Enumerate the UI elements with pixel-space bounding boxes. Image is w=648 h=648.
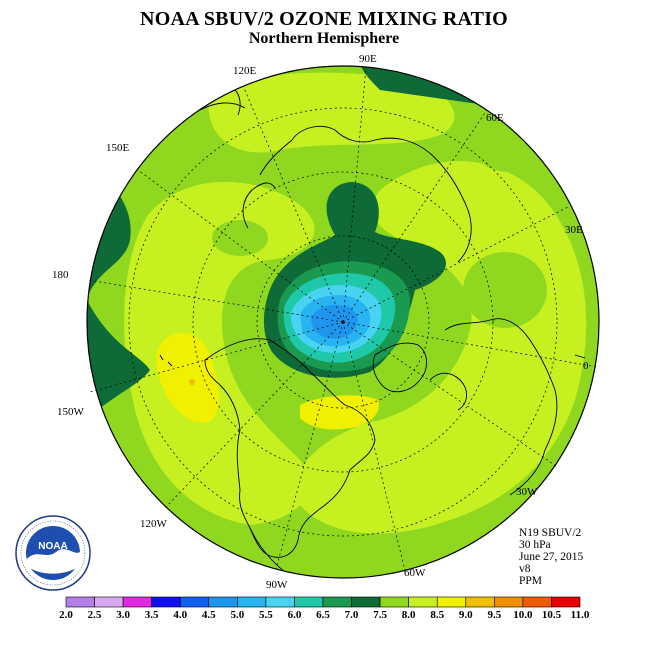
colorbar-swatch xyxy=(237,596,267,608)
colorbar-swatch xyxy=(65,596,95,608)
lon-label-0: 0 xyxy=(583,360,589,372)
colorbar-label: 7.5 xyxy=(373,609,387,621)
info-version: v8 xyxy=(519,563,531,575)
colorbar-swatch xyxy=(465,596,495,608)
colorbar-label: 3.0 xyxy=(116,609,130,621)
colorbar-swatch xyxy=(379,596,409,608)
lon-label-60w: 60W xyxy=(404,567,426,579)
coastlines xyxy=(159,89,586,578)
map-subtitle: Northern Hemisphere xyxy=(248,30,400,47)
colorbar-swatch xyxy=(94,596,124,608)
colorbar-swatch xyxy=(351,596,381,608)
colorbar-label: 4.0 xyxy=(173,609,187,621)
lon-label-150w: 150W xyxy=(57,406,85,418)
colorbar-label: 8.5 xyxy=(430,609,444,621)
colorbar-label: 8.0 xyxy=(402,609,416,621)
colorbar-swatch xyxy=(265,596,295,608)
colorbar-swatch xyxy=(522,596,552,608)
colorbar-swatch xyxy=(151,596,181,608)
colorbar-label: 2.5 xyxy=(88,609,102,621)
colorbar-swatch xyxy=(294,596,324,608)
colorbar-label: 7.0 xyxy=(345,609,359,621)
colorbar-swatch xyxy=(408,596,438,608)
lon-label-30w: 30W xyxy=(516,486,538,498)
colorbar-label: 10.0 xyxy=(513,609,533,621)
colorbar: 2.0 2.5 3.0 3.5 4.0 4.5 5.0 5.5 6.0 6.5 7.0 7.5 8.0 8… xyxy=(59,596,590,621)
lon-label-120e: 120E xyxy=(233,65,257,77)
colorbar-label: 5.5 xyxy=(259,609,273,621)
info-date: June 27, 2015 xyxy=(519,551,584,563)
colorbar-swatch xyxy=(122,596,152,608)
colorbar-swatch xyxy=(494,596,524,608)
noaa-logo-text: NOAA xyxy=(38,541,67,552)
colorbar-swatch xyxy=(322,596,352,608)
colorbar-label: 6.0 xyxy=(288,609,302,621)
map-title: NOAA SBUV/2 OZONE MIXING RATIO xyxy=(140,8,508,30)
colorbar-label: 5.0 xyxy=(230,609,244,621)
colorbar-label: 9.0 xyxy=(459,609,473,621)
colorbar-label: 10.5 xyxy=(542,609,562,621)
lon-label-180: 180 xyxy=(52,269,69,281)
map-boundary xyxy=(86,65,600,579)
lon-label-90e: 90E xyxy=(359,53,377,65)
colorbar-label: 4.5 xyxy=(202,609,216,621)
lon-label-120w: 120W xyxy=(140,518,168,530)
info-units: PPM xyxy=(519,575,543,587)
colorbar-swatch xyxy=(436,596,467,608)
lon-label-150e: 150E xyxy=(106,142,130,154)
lon-label-90w: 90W xyxy=(266,579,288,591)
info-level: 30 hPa xyxy=(519,539,551,551)
lon-label-60e: 60E xyxy=(486,112,504,124)
colorbar-label: 2.0 xyxy=(59,609,73,621)
colorbar-label: 11.0 xyxy=(571,609,590,621)
noaa-logo: NOAA xyxy=(15,515,91,591)
colorbar-swatch xyxy=(208,596,238,608)
colorbar-swatch xyxy=(179,596,210,608)
info-satellite: N19 SBUV/2 xyxy=(519,527,582,539)
colorbar-label: 3.5 xyxy=(145,609,159,621)
colorbar-swatch xyxy=(551,596,581,608)
graticule xyxy=(87,66,598,571)
colorbar-label: 9.5 xyxy=(487,609,501,621)
colorbar-label: 6.5 xyxy=(316,609,330,621)
lon-label-30e: 30E xyxy=(565,224,583,236)
